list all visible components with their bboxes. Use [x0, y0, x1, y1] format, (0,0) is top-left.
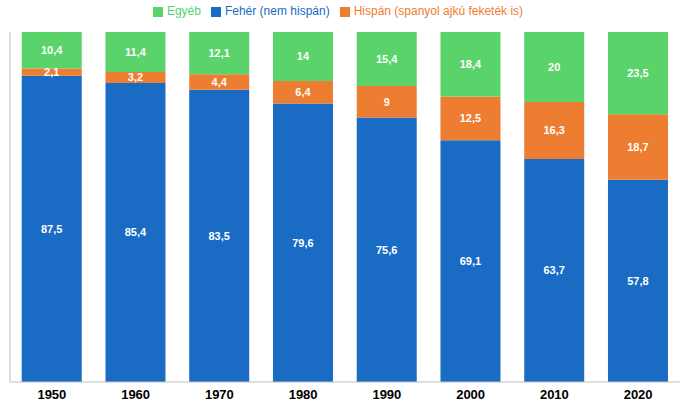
- svg-text:1970: 1970: [205, 387, 234, 402]
- svg-text:2,1: 2,1: [44, 66, 59, 78]
- svg-text:12,5: 12,5: [460, 112, 481, 124]
- svg-text:85,4: 85,4: [125, 226, 147, 238]
- html-text:Egyéb: Egyéb: [166, 4, 201, 18]
- svg-text:10,4: 10,4: [41, 44, 63, 56]
- svg-text:14: 14: [297, 50, 310, 62]
- svg-text:1990: 1990: [372, 387, 401, 402]
- svg-text:75,6: 75,6: [376, 244, 397, 256]
- svg-text:16,3: 16,3: [544, 124, 565, 136]
- svg-text:12,1: 12,1: [209, 47, 230, 59]
- svg-text:23,5: 23,5: [627, 67, 648, 79]
- svg-text:1950: 1950: [37, 387, 66, 402]
- svg-text:2000: 2000: [456, 387, 485, 402]
- svg-text:18,4: 18,4: [460, 58, 482, 70]
- svg-text:9: 9: [384, 96, 390, 108]
- svg-text:87,5: 87,5: [41, 223, 62, 235]
- svg-text:3,2: 3,2: [128, 71, 143, 83]
- svg-text:69,1: 69,1: [460, 255, 481, 267]
- svg-text:2020: 2020: [624, 387, 653, 402]
- svg-text:15,4: 15,4: [376, 53, 398, 65]
- svg-text:1960: 1960: [121, 387, 150, 402]
- svg-text:83,5: 83,5: [209, 230, 230, 242]
- svg-text:20: 20: [548, 61, 560, 73]
- html-text:Fehér (nem hispán): Fehér (nem hispán): [224, 4, 330, 18]
- svg-text:4,4: 4,4: [212, 76, 228, 88]
- svg-text:79,6: 79,6: [292, 237, 313, 249]
- svg-text:63,7: 63,7: [544, 264, 565, 276]
- svg-text:1980: 1980: [289, 387, 318, 402]
- svg-text:11,4: 11,4: [125, 46, 147, 58]
- svg-text:6,4: 6,4: [295, 86, 311, 98]
- html-text:Hispán (spanyol ajkú feketék i: Hispán (spanyol ajkú feketék is): [353, 4, 524, 18]
- svg-text:18,7: 18,7: [627, 141, 648, 153]
- svg-text:2010: 2010: [540, 387, 569, 402]
- svg-text:57,8: 57,8: [627, 275, 648, 287]
